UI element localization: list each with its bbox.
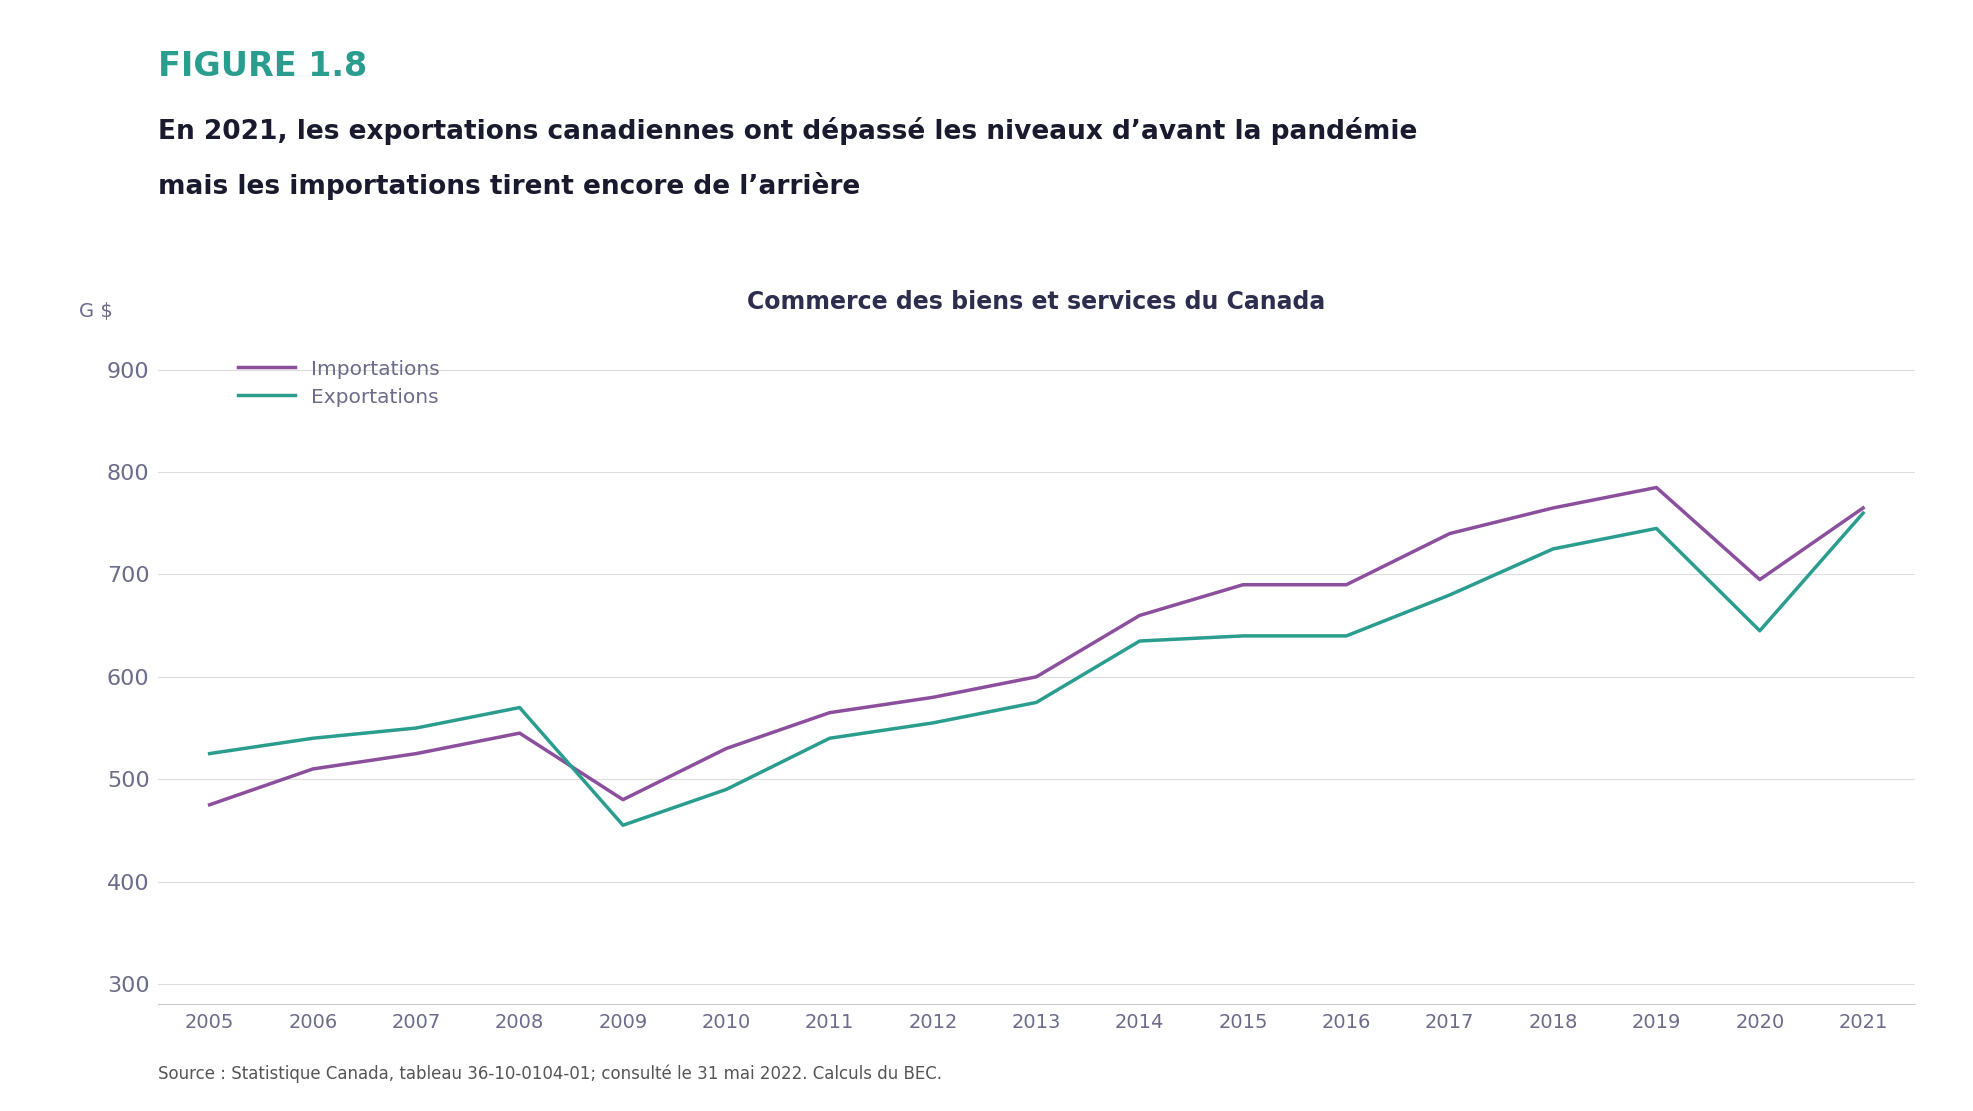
Text: mais les importations tirent encore de l’arrière: mais les importations tirent encore de l… (158, 172, 860, 200)
Text: FIGURE 1.8: FIGURE 1.8 (158, 50, 367, 83)
Text: G $: G $ (79, 302, 112, 321)
Legend: Importations, Exportations: Importations, Exportations (239, 359, 440, 407)
Text: En 2021, les exportations canadiennes ont dépassé les niveaux d’avant la pandémi: En 2021, les exportations canadiennes on… (158, 117, 1417, 144)
Title: Commerce des biens et services du Canada: Commerce des biens et services du Canada (748, 290, 1324, 314)
Text: Source : Statistique Canada, tableau 36-10-0104-01; consulté le 31 mai 2022. Cal: Source : Statistique Canada, tableau 36-… (158, 1064, 941, 1083)
